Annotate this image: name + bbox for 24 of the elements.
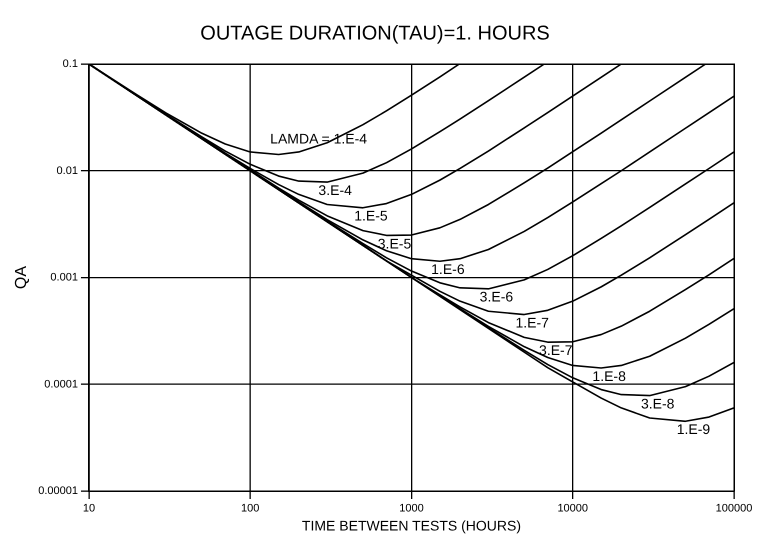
chart-title: OUTAGE DURATION(TAU)=1. HOURS	[200, 22, 550, 45]
series-label: 3.E-7	[539, 342, 573, 358]
x-tick-label: 10	[82, 502, 96, 515]
y-tick-label: 0.01	[56, 164, 78, 177]
series-label: 1.E-7	[515, 314, 550, 330]
series-label: 3.E-8	[640, 395, 675, 412]
x-tick-label: 1000	[399, 502, 424, 515]
series-label: 3.E-6	[480, 288, 514, 305]
series-label: 1.E-8	[592, 368, 626, 384]
series-label: LAMDA = 1.E-4	[270, 130, 368, 146]
y-axis-title: QA	[13, 266, 30, 290]
series-label: 1.E-9	[676, 421, 710, 438]
x-tick-label: 10000	[557, 502, 588, 515]
x-tick-label: 100	[241, 502, 260, 515]
series-label: 3.E-5	[378, 235, 412, 252]
series-label: 1.E-5	[354, 208, 388, 224]
x-tick-label: 100000	[716, 502, 752, 515]
y-tick-label: 0.0001	[44, 378, 78, 390]
y-tick-label: 0.1	[62, 58, 78, 70]
series-label: 3.E-4	[318, 182, 352, 198]
y-tick-label: 0.00001	[38, 485, 78, 498]
series-label: 1.E-6	[431, 261, 465, 278]
y-tick-label: 0.001	[50, 272, 78, 284]
x-axis-title: TIME BETWEEN TESTS (HOURS)	[302, 517, 522, 534]
